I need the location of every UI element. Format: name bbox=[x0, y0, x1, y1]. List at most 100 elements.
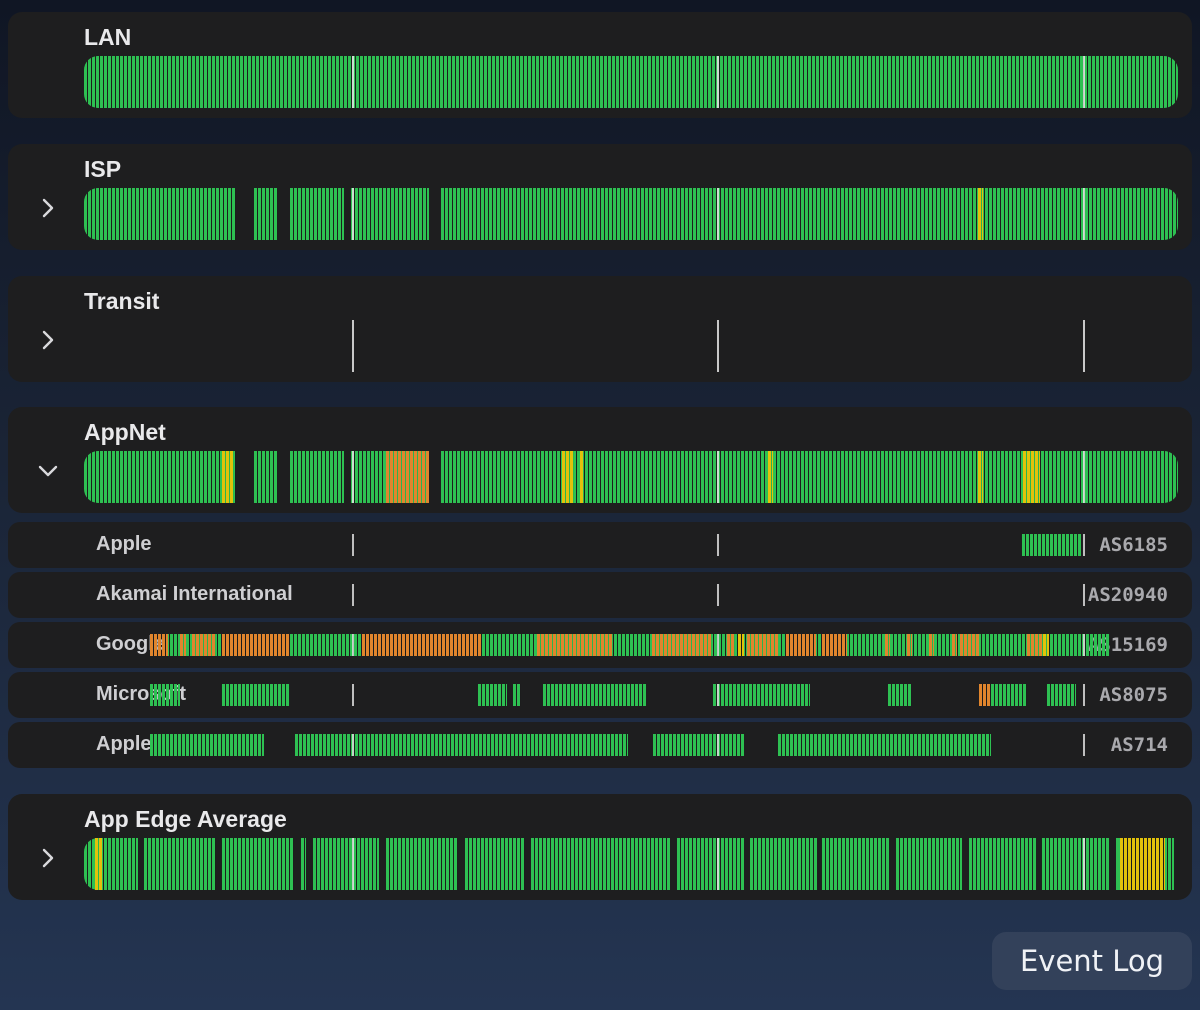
status-segment-good bbox=[895, 838, 963, 890]
status-segment-good bbox=[543, 684, 647, 706]
appnet-panel: AppNet bbox=[8, 407, 1192, 513]
chevron-down-icon[interactable] bbox=[36, 459, 60, 483]
provider-name: Apple bbox=[96, 733, 152, 755]
status-segment-good bbox=[1021, 534, 1082, 556]
provider-name: Akamai International bbox=[96, 583, 293, 605]
time-divider bbox=[1082, 188, 1085, 240]
provider-asn: AS714 bbox=[1110, 734, 1168, 756]
provider-asn: AS6185 bbox=[1099, 534, 1168, 556]
time-divider bbox=[352, 734, 355, 756]
status-segment-warn bbox=[977, 451, 984, 503]
time-divider bbox=[352, 320, 355, 372]
status-segment-bad bbox=[1027, 634, 1044, 656]
status-segment-good bbox=[464, 838, 525, 890]
status-segment-good bbox=[713, 684, 811, 706]
time-divider bbox=[717, 584, 720, 606]
status-segment-good bbox=[350, 188, 429, 240]
status-segment-good bbox=[84, 188, 237, 240]
row-title: ISP bbox=[84, 156, 122, 182]
time-divider bbox=[717, 684, 720, 706]
status-segment-good bbox=[312, 838, 380, 890]
chevron-right-icon[interactable] bbox=[36, 328, 60, 352]
status-segment-bad bbox=[149, 634, 169, 656]
status-segment-good bbox=[750, 838, 817, 890]
status-segment-warn bbox=[94, 838, 102, 890]
chevron-right-icon[interactable] bbox=[36, 846, 60, 870]
row-title: Transit bbox=[84, 288, 160, 314]
provider-row[interactable]: Akamai International AS20940 bbox=[8, 572, 1192, 618]
status-segment-good bbox=[253, 451, 278, 503]
status-segment-good bbox=[652, 734, 744, 756]
time-divider bbox=[1082, 451, 1085, 503]
status-segment-good bbox=[149, 684, 181, 706]
provider-row[interactable]: Apple AS714 bbox=[8, 722, 1192, 768]
transit-timeline[interactable] bbox=[84, 320, 1178, 372]
status-segment-warn bbox=[1022, 451, 1041, 503]
provider-row[interactable]: Apple AS6185 bbox=[8, 522, 1192, 568]
status-segment-warn bbox=[221, 451, 234, 503]
status-segment-bad bbox=[978, 684, 991, 706]
event-log-button[interactable]: Event Log bbox=[992, 932, 1192, 990]
app-edge-average-timeline[interactable] bbox=[84, 838, 1178, 890]
lan-panel: LAN bbox=[8, 12, 1192, 118]
status-segment-good bbox=[253, 188, 278, 240]
status-segment-good bbox=[888, 684, 913, 706]
time-divider bbox=[1082, 584, 1085, 606]
status-segment-bad bbox=[951, 634, 957, 656]
status-segment-warn bbox=[579, 451, 584, 503]
status-segment-good bbox=[676, 838, 744, 890]
chevron-right-icon[interactable] bbox=[36, 196, 60, 220]
time-divider bbox=[352, 634, 355, 656]
status-segment-warn bbox=[767, 451, 774, 503]
status-segment-good bbox=[300, 838, 307, 890]
time-divider bbox=[352, 584, 355, 606]
lan-timeline[interactable] bbox=[84, 56, 1178, 108]
status-segment-good bbox=[440, 188, 1178, 240]
time-divider bbox=[717, 734, 720, 756]
time-divider bbox=[717, 188, 720, 240]
status-segment-good bbox=[1042, 838, 1110, 890]
time-divider bbox=[1082, 320, 1085, 372]
status-segment-warn bbox=[977, 188, 984, 240]
status-segment-bad bbox=[180, 634, 186, 656]
time-divider bbox=[352, 56, 355, 108]
app-edge-average-panel: App Edge Average bbox=[8, 794, 1192, 900]
status-segment-bad bbox=[221, 634, 289, 656]
status-segment-warn bbox=[1120, 838, 1165, 890]
status-segment-good bbox=[1046, 684, 1077, 706]
provider-row[interactable]: Google AS15169 bbox=[8, 622, 1192, 668]
status-segment-good bbox=[512, 684, 521, 706]
time-divider bbox=[717, 634, 720, 656]
time-divider bbox=[717, 534, 720, 556]
provider-asn: AS20940 bbox=[1087, 584, 1168, 606]
status-segment-good bbox=[477, 684, 508, 706]
status-segment-good bbox=[531, 838, 671, 890]
status-segment-bad bbox=[746, 634, 778, 656]
status-segment-warn bbox=[738, 634, 744, 656]
status-segment-good bbox=[84, 838, 138, 890]
time-divider bbox=[1082, 734, 1085, 756]
status-segment-warn bbox=[1043, 634, 1049, 656]
provider-name: Google bbox=[96, 633, 165, 655]
row-title: App Edge Average bbox=[84, 806, 287, 832]
status-segment-good bbox=[295, 734, 628, 756]
status-segment-bad bbox=[727, 634, 735, 656]
status-segment-bad bbox=[906, 634, 913, 656]
status-segment-good bbox=[84, 451, 237, 503]
isp-timeline[interactable] bbox=[84, 188, 1178, 240]
appnet-timeline[interactable] bbox=[84, 451, 1178, 503]
status-segment-bad bbox=[822, 634, 847, 656]
status-segment-good bbox=[149, 734, 265, 756]
time-divider bbox=[717, 56, 720, 108]
status-segment-bad bbox=[536, 634, 614, 656]
time-divider bbox=[1082, 534, 1085, 556]
time-divider bbox=[352, 188, 355, 240]
isp-panel: ISP bbox=[8, 144, 1192, 250]
status-segment-good bbox=[289, 188, 345, 240]
status-segment-good bbox=[978, 684, 1028, 706]
provider-row[interactable]: Microsoft AS8075 bbox=[8, 672, 1192, 718]
status-segment-good bbox=[385, 838, 459, 890]
time-divider bbox=[352, 838, 355, 890]
time-divider bbox=[1082, 56, 1085, 108]
status-segment-bad bbox=[884, 634, 891, 656]
